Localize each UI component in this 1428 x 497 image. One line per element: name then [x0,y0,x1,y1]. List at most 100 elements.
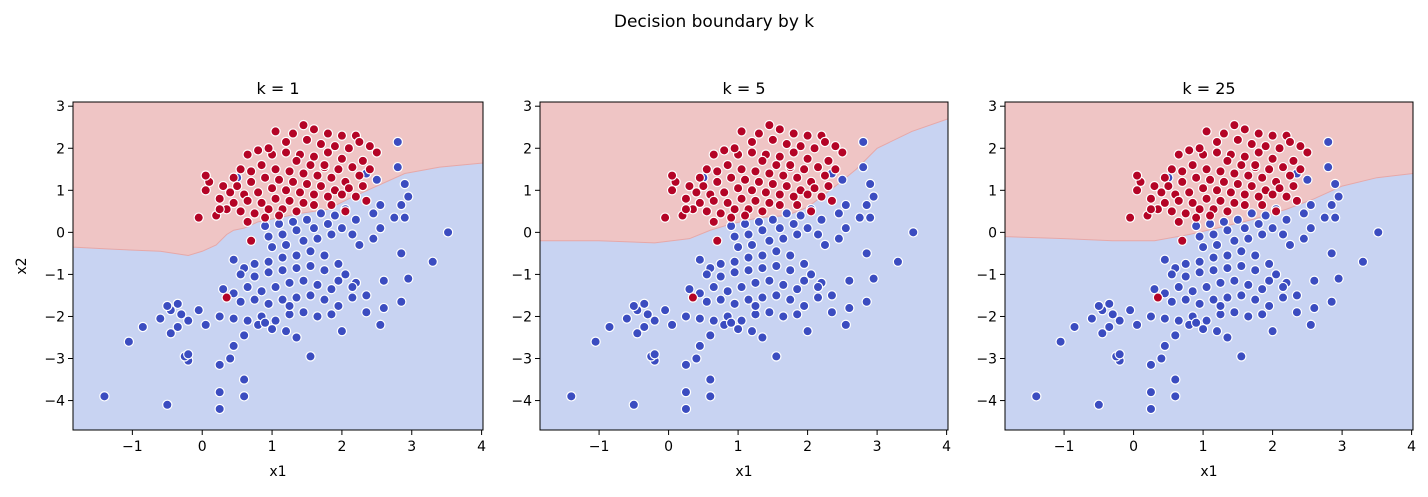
class0-point [1146,388,1155,397]
class0-point [1251,295,1260,304]
class0-point [869,274,878,283]
class0-point [1306,200,1315,209]
class1-point [236,207,245,216]
class0-point [1331,213,1340,222]
class0-point [866,213,875,222]
class0-point [327,310,336,319]
x-tick-label: 0 [664,439,673,455]
class1-point [215,205,224,214]
x-tick-label: 2 [803,439,812,455]
class0-point [1254,219,1263,228]
class0-point [1216,278,1225,287]
class1-point [281,186,290,195]
class1-point [1254,129,1263,138]
class0-point [362,308,371,317]
class0-point [1237,261,1246,270]
class1-point [309,190,318,199]
y-tick-label: 1 [523,183,532,199]
class0-point [1167,297,1176,306]
class0-point [348,293,357,302]
class0-point [1324,137,1333,146]
class0-point [779,312,788,321]
class0-point [845,276,854,285]
class0-point [1070,322,1079,331]
class1-point [1178,167,1187,176]
class0-point [772,261,781,270]
class0-point [226,354,235,363]
class1-point [1258,200,1267,209]
class0-point [243,282,252,291]
class0-point [845,303,854,312]
class0-point [306,291,315,300]
class0-point [1094,301,1103,310]
class1-point [1205,211,1214,220]
class0-point [236,270,245,279]
class1-point [1132,186,1141,195]
class0-point [800,259,809,268]
class0-point [1230,308,1239,317]
class0-point [330,211,339,220]
class0-point [1303,175,1312,184]
class1-point [351,192,360,201]
class1-point [806,207,815,216]
x-tick-label: 3 [407,439,416,455]
class0-point [820,240,829,249]
class1-point [1202,127,1211,136]
class1-point [1216,167,1225,176]
class1-point [709,196,718,205]
class0-point [786,295,795,304]
x-tick-label: 3 [1338,439,1347,455]
class0-point [1261,211,1270,220]
class1-point [709,150,718,159]
class1-point [257,160,266,169]
class0-point [138,322,147,331]
class0-point [369,209,378,218]
class0-point [299,276,308,285]
class0-point [404,274,413,283]
class0-point [1310,303,1319,312]
class1-point [1195,144,1204,153]
class0-point [194,306,203,315]
class1-point [355,137,364,146]
class1-point [271,127,280,136]
class0-point [348,282,357,291]
class1-point [201,186,210,195]
class0-point [393,137,402,146]
class1-point [820,137,829,146]
class0-point [1216,301,1225,310]
class0-point [803,224,812,233]
class0-point [758,251,767,260]
class0-point [716,272,725,281]
class0-point [1244,280,1253,289]
class0-point [1265,301,1274,310]
class0-point [772,352,781,361]
class1-point [323,129,332,138]
class0-point [1358,257,1367,266]
class1-point [1303,148,1312,157]
class0-point [1146,404,1155,413]
class0-point [1230,276,1239,285]
class0-point [859,163,868,172]
class1-point [813,163,822,172]
class0-point [351,215,360,224]
class1-point [1181,209,1190,218]
class0-point [661,306,670,315]
class0-point [376,320,385,329]
class1-point [309,200,318,209]
class0-point [327,230,336,239]
y-tick-label: −2 [44,309,65,325]
class1-point [747,137,756,146]
class1-point [334,165,343,174]
class0-point [163,400,172,409]
class0-point [428,257,437,266]
class1-point [1244,171,1253,180]
class1-point [667,171,676,180]
class0-point [1244,234,1253,243]
class1-point [789,129,798,138]
class1-point [219,182,228,191]
y-tick-label: 2 [988,141,997,157]
class1-point [803,131,812,140]
class0-point [862,249,871,258]
class0-point [1223,293,1232,302]
class0-point [404,192,413,201]
